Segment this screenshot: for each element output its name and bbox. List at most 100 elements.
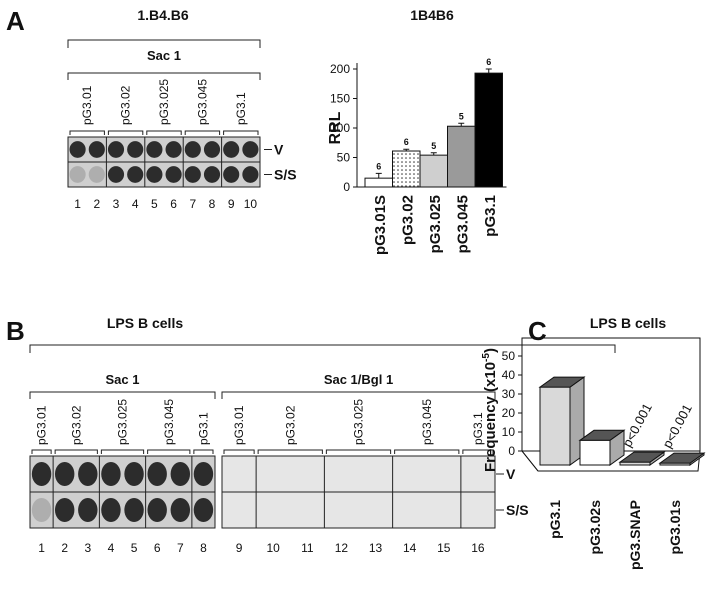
bar-top (618, 451, 666, 463)
y-axis (521, 450, 539, 472)
band (54, 462, 75, 486)
y-tick-label: 150 (330, 92, 350, 106)
panel-letter: C (528, 316, 547, 346)
lane-number: 11 (301, 541, 314, 555)
y-axis-label-end: ) (482, 348, 499, 353)
band (146, 166, 163, 183)
group-bracket (69, 130, 105, 135)
y-tick-label: 100 (330, 121, 350, 135)
y-tick-label: 0 (343, 180, 350, 194)
construct-label: pG3.045 (195, 79, 209, 125)
band (147, 498, 167, 522)
y-axis-label-text: Frequency (x10 (482, 362, 499, 472)
y-tick-label: 50 (502, 349, 516, 363)
lane-number: 10 (244, 197, 258, 211)
group-bracket (147, 449, 191, 454)
construct-label: pG3.01 (232, 405, 246, 445)
band-label: S/S (274, 167, 297, 183)
lane-number: 9 (236, 541, 243, 555)
band (127, 141, 144, 158)
bracket (29, 391, 216, 399)
x-tick-label: pG3.01s (667, 500, 683, 555)
bar (447, 125, 476, 188)
group-bracket (107, 130, 144, 135)
lane-number: 5 (131, 541, 138, 555)
band (54, 498, 75, 522)
error-bar (403, 148, 410, 152)
group-bracket (394, 449, 460, 454)
band (124, 498, 144, 522)
band (69, 141, 86, 158)
construct-label: pG3.02 (69, 405, 83, 445)
x-tick-label: pG3.SNAP (627, 500, 643, 570)
band (184, 166, 201, 183)
band (242, 141, 259, 158)
lane-number: 6 (170, 197, 177, 211)
band (165, 141, 182, 158)
enzyme-label: Sac 1/Bgl 1 (324, 372, 393, 387)
y-tick-label: 20 (502, 406, 516, 420)
enzyme-label: Sac 1 (147, 48, 181, 63)
enzyme-label: Sac 1 (106, 372, 140, 387)
annotation: p<0.001 (659, 402, 694, 451)
error-bar (458, 122, 465, 127)
x-tick-label: pG3.02s (587, 500, 603, 555)
n-label: 6 (376, 161, 381, 171)
construct-label: pG3.025 (116, 399, 130, 445)
lane-number: 4 (132, 197, 139, 211)
gel-title: 1.B4.B6 (137, 7, 189, 23)
band (31, 498, 52, 522)
construct-label: pG3.02 (119, 85, 133, 125)
bar (392, 150, 421, 188)
y-tick-label: 50 (337, 151, 351, 165)
band (203, 166, 221, 183)
n-label: 5 (459, 111, 464, 121)
bar (539, 386, 571, 466)
band (170, 498, 191, 522)
band (31, 462, 52, 486)
lane-number: 8 (200, 541, 207, 555)
band (124, 462, 144, 486)
y-tick-label: 200 (330, 62, 350, 76)
group-bracket (146, 130, 182, 135)
y-tick-label: 40 (502, 368, 516, 382)
lane-number: 3 (84, 541, 91, 555)
panel-letter: A (6, 6, 25, 36)
x-tick-label: pG3.1 (547, 500, 563, 539)
group-bracket (31, 449, 52, 454)
group-bracket (257, 449, 323, 454)
band-label: V (274, 142, 284, 158)
bracket (221, 391, 496, 399)
lane-number: 1 (38, 541, 45, 555)
construct-label: pG3.025 (352, 399, 366, 445)
band (107, 141, 125, 158)
construct-label: pG3.1 (196, 412, 210, 445)
x-tick-label: pG3.1 (482, 195, 499, 237)
band (78, 498, 98, 522)
x-tick-label: pG3.025 (427, 195, 444, 253)
band (165, 166, 182, 183)
gel-title: LPS B cells (107, 315, 183, 331)
bar-top (578, 429, 626, 441)
group-bracket (462, 449, 494, 454)
y-axis-label-exponent: -5 (481, 353, 492, 362)
y-axis-label: RRL (327, 111, 344, 144)
group-bracket (223, 130, 259, 135)
group-bracket (100, 449, 145, 454)
band (69, 166, 86, 183)
bracket (67, 72, 261, 80)
lane-number: 3 (113, 197, 120, 211)
band (88, 141, 105, 158)
lane-number: 1 (74, 197, 81, 211)
construct-label: pG3.045 (162, 399, 176, 445)
band (170, 462, 191, 486)
chart-title: LPS B cells (590, 315, 666, 331)
bar-top (658, 452, 706, 464)
construct-label: pG3.02 (283, 405, 297, 445)
y-tick-label: 0 (508, 444, 515, 458)
error-bar (375, 172, 382, 179)
lane-number: 5 (151, 197, 158, 211)
group-bracket (184, 130, 221, 135)
bracket (67, 39, 261, 48)
